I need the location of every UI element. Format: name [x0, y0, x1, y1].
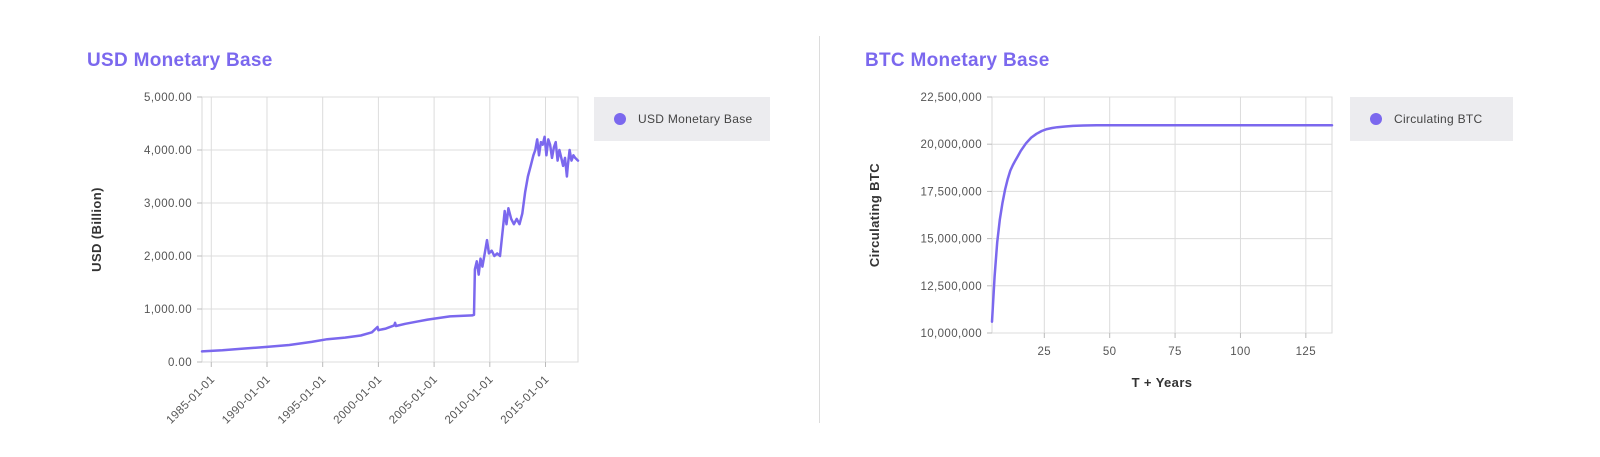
x-tick-label: 2015-01-01: [499, 374, 552, 427]
panel-divider: [819, 36, 820, 423]
y-tick-label: 20,000,000: [920, 139, 982, 151]
y-tick-label: 5,000.00: [144, 92, 192, 104]
y-tick-label: 0.00: [168, 357, 192, 369]
usd-legend-label: USD Monetary Base: [638, 112, 753, 126]
y-axis-title: Circulating BTC: [867, 163, 882, 267]
x-tick-label: 2000-01-01: [332, 374, 385, 427]
plot-area: [201, 96, 579, 363]
x-tick-label: 100: [1230, 346, 1250, 358]
y-tick-label: 2,000.00: [144, 251, 192, 263]
btc-chart-panel: BTC Monetary Base 10,000,000 12,500,000 15…: [800, 0, 1600, 457]
y-tick-label: 10,000,000: [920, 328, 982, 340]
usd-legend[interactable]: USD Monetary Base: [594, 97, 770, 141]
y-axis-title: USD (Billion): [89, 187, 104, 272]
y-tick-label: 12,500,000: [920, 281, 982, 293]
x-tick-label: 25: [1038, 346, 1052, 358]
y-tick-label: 4,000.00: [144, 145, 192, 157]
series-line: [990, 124, 1334, 323]
x-tick-label: 2010-01-01: [443, 374, 496, 427]
y-tick-label: 17,500,000: [920, 186, 982, 198]
plot-area: [991, 96, 1333, 334]
x-tick-label: 125: [1296, 346, 1316, 358]
x-tick-label: 1985-01-01: [164, 374, 217, 427]
x-tick-label: 75: [1168, 346, 1182, 358]
usd-monetary-base-chart: 0.00 1,000.00 2,000.00 3,000.00 4,000.00 5,00…: [89, 92, 580, 427]
btc-chart-title: BTC Monetary Base: [865, 50, 1050, 71]
y-tick-label: 3,000.00: [144, 198, 192, 210]
legend-marker-icon: [614, 113, 626, 125]
x-tick-label: 2005-01-01: [387, 374, 440, 427]
usd-chart-panel: USD Monetary Base 0.00 1,000.00 2,000.00 3,…: [87, 50, 770, 427]
btc-legend-label: Circulating BTC: [1394, 112, 1483, 126]
usd-chart-title: USD Monetary Base: [87, 50, 273, 71]
x-tick-label: 1990-01-01: [220, 374, 273, 427]
y-tick-label: 1,000.00: [144, 304, 192, 316]
btc-legend[interactable]: Circulating BTC: [1350, 97, 1513, 141]
btc-monetary-base-chart: 10,000,000 12,500,000 15,000,000 17,500,000…: [867, 92, 1334, 390]
x-axis-title: T + Years: [1132, 375, 1193, 390]
legend-marker-icon: [1370, 113, 1382, 125]
x-tick-label: 1995-01-01: [276, 374, 329, 427]
y-tick-label: 22,500,000: [920, 92, 982, 104]
series-line: [200, 135, 580, 353]
y-tick-label: 15,000,000: [920, 234, 982, 246]
x-tick-label: 50: [1103, 346, 1117, 358]
